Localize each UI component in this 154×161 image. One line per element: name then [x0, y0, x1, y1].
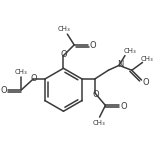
- Text: CH₃: CH₃: [15, 69, 28, 75]
- Text: O: O: [31, 74, 37, 83]
- Text: N: N: [117, 60, 123, 69]
- Text: O: O: [142, 78, 149, 87]
- Text: O: O: [60, 50, 67, 59]
- Text: CH₃: CH₃: [124, 48, 136, 54]
- Text: O: O: [1, 86, 7, 95]
- Text: CH₃: CH₃: [141, 56, 154, 62]
- Text: CH₃: CH₃: [92, 120, 105, 126]
- Text: O: O: [121, 102, 127, 111]
- Text: O: O: [89, 41, 96, 50]
- Text: O: O: [92, 90, 99, 99]
- Text: CH₃: CH₃: [58, 26, 71, 32]
